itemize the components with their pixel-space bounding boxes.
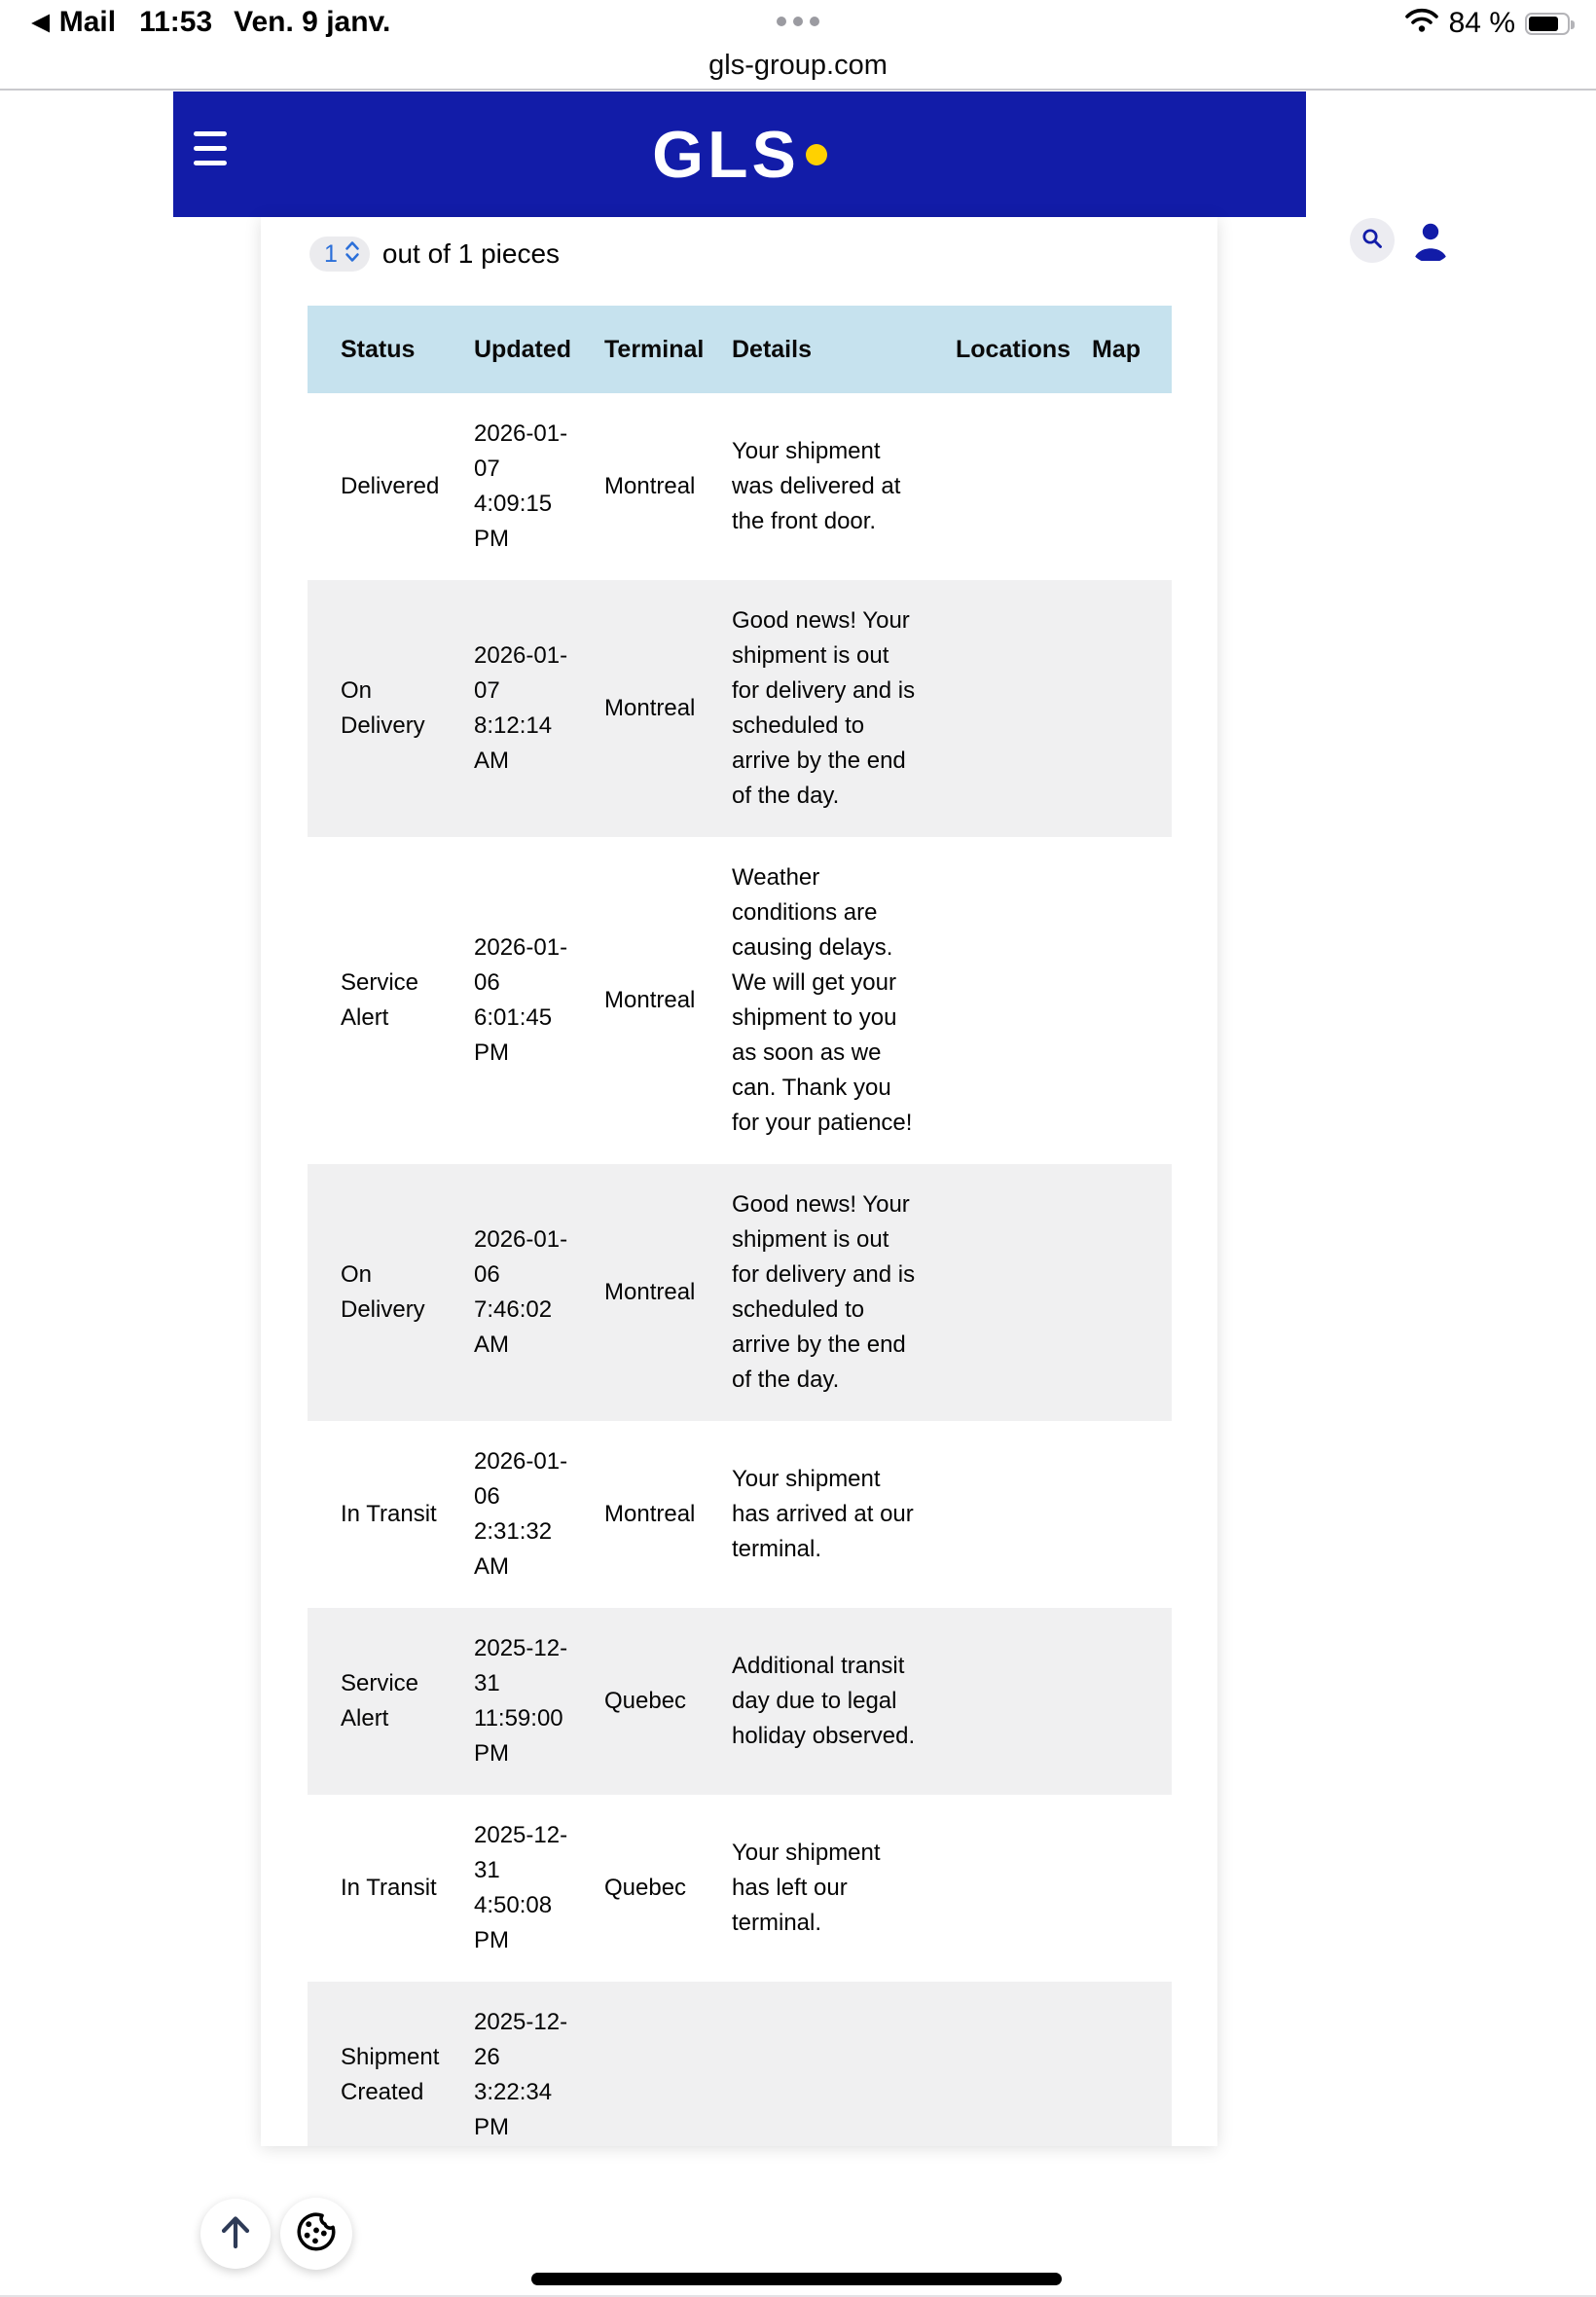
table-row: On Delivery 2026-01-06 7:46:02 AM Montreal… [308,1164,1172,1421]
column-header-status: Status [308,306,441,393]
cell-status: On Delivery [341,677,425,739]
cell-status: On Delivery [341,1261,425,1323]
gls-logo-dot [805,143,827,165]
cell-locations [923,393,1059,580]
piece-number-stepper[interactable]: 1 [309,237,370,272]
table-row: In Transit 2026-01-06 2:31:32 AM Montreal Y… [308,1421,1172,1608]
tracking-table: Status Updated Terminal Details Locations Map… [308,306,1172,2146]
cell-updated: 2025-12-31 11:59:00 PM [474,1635,568,1767]
cookie-icon [292,2207,341,2261]
wifi-icon [1404,6,1439,41]
gls-logo[interactable]: GLS [173,91,1306,217]
cell-status: Shipment Created [341,2044,440,2105]
cell-updated: 2026-01-06 6:01:45 PM [474,934,568,1066]
cell-updated: 2025-12-26 3:22:34 PM [474,2009,568,2140]
cell-updated: 2026-01-06 2:31:32 AM [474,1448,568,1580]
back-to-app-label[interactable]: Mail [58,6,117,38]
cell-status: Delivered [341,473,440,499]
cell-locations [923,1795,1059,1982]
battery-percent-label: 84 % [1448,7,1515,39]
battery-icon [1525,12,1575,35]
status-time: 11:53 [139,6,213,38]
status-date: Ven. 9 janv. [234,6,391,38]
cell-terminal [571,1982,699,2146]
cell-locations [923,1982,1059,2146]
cell-map [1059,837,1172,1164]
cell-map [1059,1795,1172,1982]
table-row: Service Alert 2025-12-31 11:59:00 PM Quebe… [308,1608,1172,1795]
cell-map [1059,393,1172,580]
pieces-selector-row: 1 out of 1 pieces [309,237,1217,272]
cell-terminal: Montreal [604,473,696,499]
back-to-app-icon[interactable]: ◀ [32,8,50,34]
cell-terminal: Montreal [604,1501,696,1527]
cell-locations [923,580,1059,837]
cell-map [1059,1982,1172,2146]
table-row: Shipment Created 2025-12-26 3:22:34 PM [308,1982,1172,2146]
pieces-label: out of 1 pieces [381,238,561,269]
screen-bottom-divider [0,2295,1596,2297]
status-bar: ◀ Mail 11:53 Ven. 9 janv. 84 % [0,0,1596,45]
cell-status: Service Alert [341,969,419,1031]
cell-locations [923,1421,1059,1608]
cell-locations [923,1164,1059,1421]
gls-logo-text: GLS [652,117,800,192]
cell-updated: 2026-01-06 7:46:02 AM [474,1226,568,1358]
stepper-up-down-icon [345,239,360,269]
cell-terminal: Montreal [604,987,696,1013]
cell-locations [923,837,1059,1164]
multitasking-dots-icon[interactable] [777,17,819,26]
home-indicator[interactable] [531,2273,1062,2285]
cell-updated: 2025-12-31 4:50:08 PM [474,1822,568,1953]
cell-details: Weather conditions are causing delays. W… [732,864,913,1136]
cell-map [1059,1421,1172,1608]
cell-updated: 2026-01-07 8:12:14 AM [474,642,568,774]
user-icon [1408,218,1453,263]
cell-status: In Transit [341,1501,437,1527]
cell-terminal: Quebec [604,1875,687,1901]
cell-details: Good news! Your shipment is out for deli… [732,1191,916,1393]
cell-locations [923,1608,1059,1795]
scroll-to-top-button[interactable] [200,2199,271,2269]
column-header-updated: Updated [441,306,571,393]
column-header-locations: Locations [923,306,1070,393]
search-icon [1360,226,1385,256]
cell-details: Your shipment has arrived at our termina… [732,1466,914,1562]
table-row: On Delivery 2026-01-07 8:12:14 AM Montreal… [308,580,1172,837]
cell-details: Good news! Your shipment is out for deli… [732,607,916,809]
piece-number-value: 1 [324,239,338,268]
cell-status: In Transit [341,1875,437,1901]
cell-terminal: Montreal [604,1279,696,1305]
table-row: Service Alert 2026-01-06 6:01:45 PM Montre… [308,837,1172,1164]
menu-icon[interactable] [194,131,227,175]
cookie-settings-button[interactable] [280,2198,352,2270]
cell-terminal: Quebec [604,1688,687,1714]
cell-details: Your shipment was delivered at the front… [732,438,901,534]
tracking-card: 1 out of 1 pieces Status Updated Terminal D… [261,217,1217,2146]
table-header-row: Status Updated Terminal Details Locations Map [308,306,1172,393]
cell-status: Service Alert [341,1670,419,1732]
table-row: In Transit 2025-12-31 4:50:08 PM Quebec You… [308,1795,1172,1982]
column-header-map: Map [1059,306,1172,393]
column-header-details: Details [699,306,923,393]
profile-button[interactable] [1408,218,1453,263]
table-row: Delivered 2026-01-07 4:09:15 PM Montreal Yo… [308,393,1172,580]
search-button[interactable] [1350,218,1395,263]
cell-terminal: Montreal [604,695,696,721]
cell-updated: 2026-01-07 4:09:15 PM [474,420,568,552]
arrow-up-icon [218,2212,253,2256]
cell-map [1059,1164,1172,1421]
battery-fill [1529,16,1559,31]
gls-header: GLS [173,91,1453,263]
column-header-terminal: Terminal [571,306,704,393]
address-bar[interactable]: gls-group.com [0,45,1596,91]
cell-map [1059,580,1172,837]
cell-map [1059,1608,1172,1795]
url-text: gls-group.com [708,50,888,81]
cell-details: Additional transit day due to legal holi… [732,1653,916,1749]
cell-details: Your shipment has left our terminal. [732,1840,881,1936]
cell-details [699,1982,923,2146]
